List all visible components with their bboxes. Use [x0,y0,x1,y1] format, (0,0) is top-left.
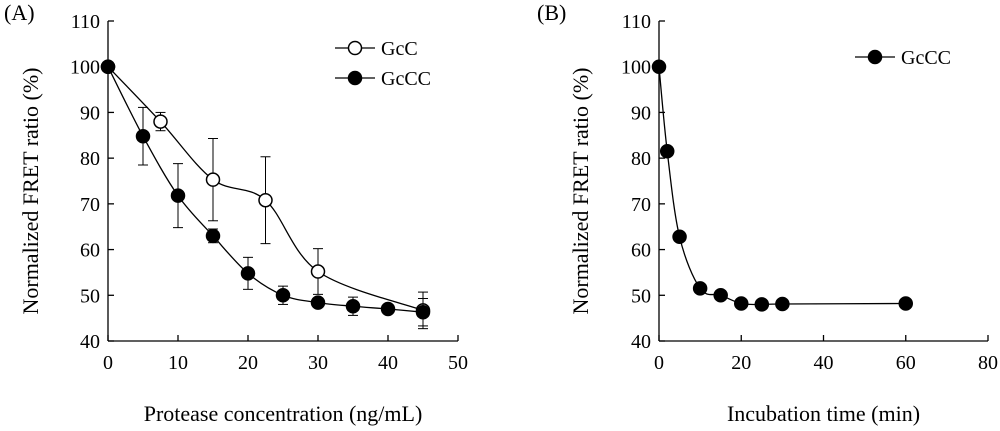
legend-marker [347,40,363,56]
x-tick-label: 20 [731,352,751,374]
data-point [205,172,221,187]
y-axis-label: Normalized FRET ratio (%) [568,67,593,314]
legend-label: GcCC [901,47,951,69]
y-tick-label: 60 [631,240,651,262]
data-point [651,59,667,74]
data-point [713,288,728,303]
y-tick-label: 110 [622,11,651,33]
data-point [170,188,186,203]
data-point [754,297,770,312]
y-tick-label: 50 [631,285,651,307]
x-tick-label: 40 [814,352,834,374]
x-tick-label: 0 [654,352,664,374]
y-tick-label: 80 [631,148,651,170]
x-tick-label: 30 [308,352,328,374]
y-tick-label: 80 [80,148,100,170]
panel-label: (B) [537,0,566,25]
y-tick-label: 70 [631,194,651,216]
y-axis-label: Normalized FRET ratio (%) [18,67,43,314]
x-axis-label: Protease concentration (ng/mL) [144,401,423,426]
x-tick-label: 40 [378,352,398,374]
y-tick-label: 50 [80,285,100,307]
panel-label: (A) [4,0,35,25]
data-point [100,59,116,74]
data-point [275,288,291,303]
data-point [310,295,326,310]
y-tick-label: 110 [71,11,100,33]
data-point [672,229,687,245]
x-tick-label: 50 [448,352,468,374]
series-line [658,66,906,306]
data-point [659,144,675,159]
series-line [107,66,424,313]
x-axis-label: Incubation time (min) [727,401,920,426]
y-tick-label: 60 [80,240,100,262]
x-tick-label: 10 [168,352,188,374]
series-gcc: GcC [100,38,431,330]
legend-label: GcCC [381,68,431,90]
data-point [775,296,790,312]
data-point [734,296,749,311]
series-gccc: GcCC [651,47,951,312]
y-tick-label: 90 [631,102,651,124]
panel-b: (B) 40 50 60 70 80 90 100 110 0 20 40 60 80 Incubation… [537,0,998,426]
y-tick-label: 40 [80,331,100,353]
legend-marker [347,70,363,86]
series-gccc: GcCC [100,59,431,327]
y-tick-label: 40 [631,331,651,353]
y-tick-label: 70 [80,194,100,216]
data-point [692,281,708,296]
x-tick-label: 60 [896,352,916,374]
y-tick-label: 100 [621,57,651,79]
data-point [415,304,431,320]
data-point [153,114,168,129]
legend-label: GcC [381,38,418,60]
x-tick-label: 80 [978,352,998,374]
data-point [898,296,913,311]
y-tick-label: 100 [70,57,100,79]
data-point [310,264,326,279]
x-tick-label: 0 [103,352,113,374]
data-point [258,192,273,208]
legend-marker [867,49,883,65]
data-point [205,228,221,244]
y-tick-label: 90 [80,102,100,124]
data-point [240,266,256,281]
x-tick-label: 20 [238,352,258,374]
panel-a: (A) 40 50 60 70 80 90 100 110 0 10 20 30 40 50 Protease… [4,0,468,426]
data-point [135,128,151,144]
data-point [345,299,361,314]
data-point [380,301,396,317]
